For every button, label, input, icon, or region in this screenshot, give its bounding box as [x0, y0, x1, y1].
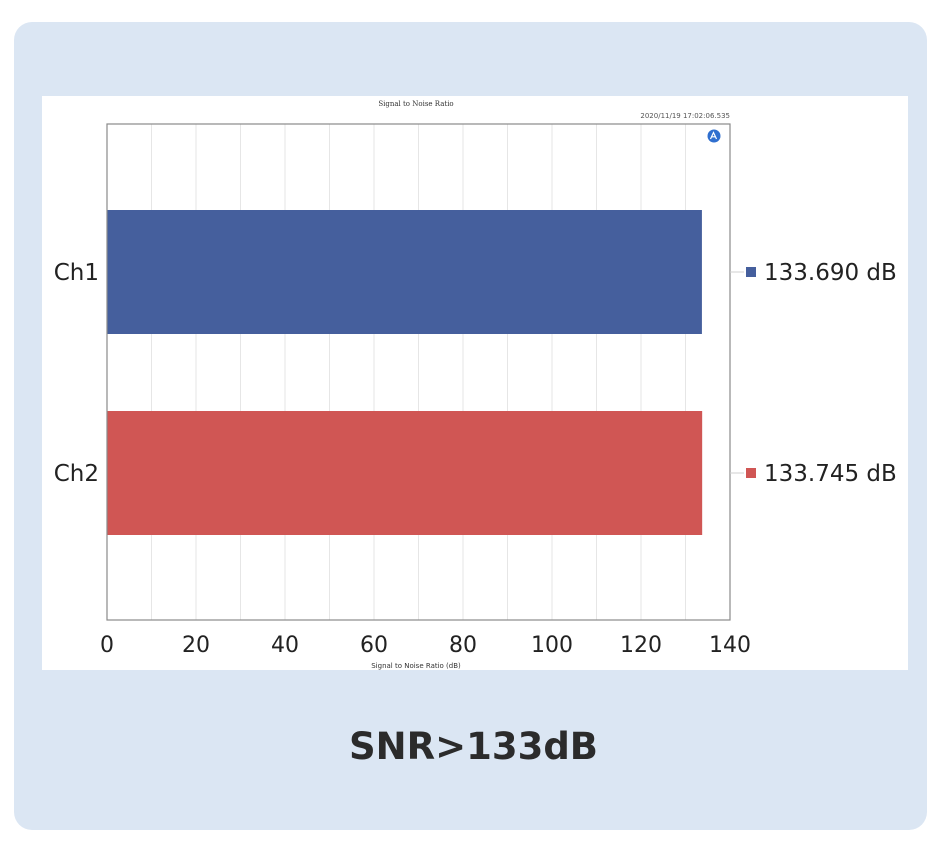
snr-caption: SNR>133dB: [348, 725, 599, 768]
bar-ch1: [107, 210, 702, 334]
category-label: Ch2: [54, 461, 99, 487]
x-tick-label: 40: [271, 633, 299, 658]
x-tick-label: 100: [531, 633, 573, 658]
chart-title: Signal to Noise Ratio: [378, 100, 453, 108]
x-tick-label: 60: [360, 633, 388, 658]
bar-ch2: [107, 411, 703, 535]
x-tick-label: 80: [449, 633, 477, 658]
x-tick-label: 140: [709, 633, 751, 658]
value-label: 133.690 dB: [764, 260, 897, 286]
legend-swatch: [746, 267, 756, 277]
snr-bar-chart: Signal to Noise Ratio 2020/11/19 17:02:0…: [54, 100, 897, 670]
x-tick-label: 120: [620, 633, 662, 658]
legend-swatch: [746, 468, 756, 478]
category-label: Ch1: [54, 260, 99, 286]
ap-logo-icon: [707, 129, 721, 143]
chart-timestamp: 2020/11/19 17:02:06.535: [640, 112, 730, 120]
x-tick-label: 0: [100, 633, 114, 658]
x-axis-label: Signal to Noise Ratio (dB): [371, 662, 461, 670]
plot-frame: [106, 123, 731, 621]
chart-panel: Signal to Noise Ratio 2020/11/19 17:02:0…: [42, 96, 908, 670]
x-tick-label: 20: [182, 633, 210, 658]
value-label: 133.745 dB: [764, 461, 897, 487]
